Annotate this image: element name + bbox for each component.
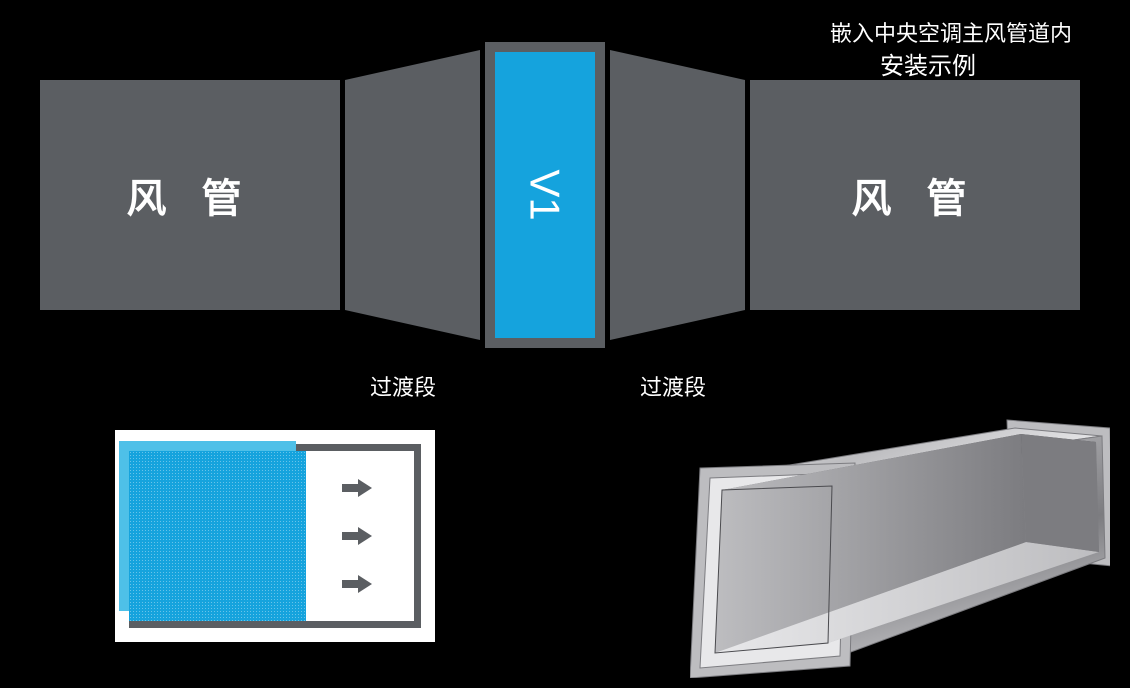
center-unit-inner: V1 [495,52,595,338]
center-unit: V1 [485,42,605,348]
filter-panel [115,430,435,642]
transition-left [345,50,480,340]
title-line2: 安装示例 [880,46,976,81]
title-line1: 嵌入中央空调主风管道内 [830,16,1072,48]
center-unit-label: V1 [521,169,569,220]
transition-label-right: 过渡段 [640,370,706,402]
filter-mesh [129,451,306,621]
transition-label-left: 过渡段 [370,370,436,402]
arrow-column [306,464,414,609]
duct-photo [690,418,1110,678]
duct-right-label: 风 管 [851,166,978,224]
transition-right [610,50,745,340]
duct-left: 风 管 [40,80,340,310]
duct-right: 风 管 [750,80,1080,310]
duct-left-label: 风 管 [126,166,253,224]
filter-frame [129,444,421,628]
